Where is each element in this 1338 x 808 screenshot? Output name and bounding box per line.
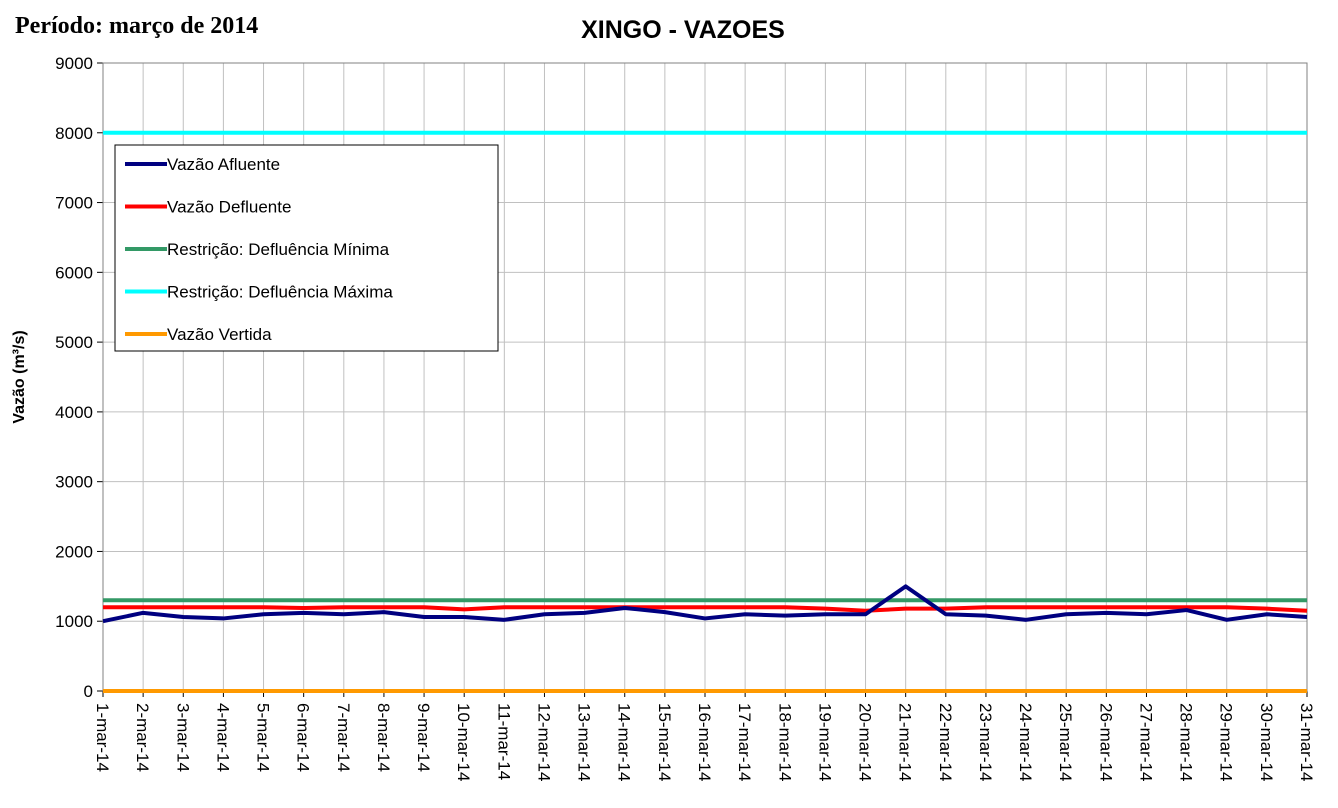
legend-label: Restrição: Defluência Mínima <box>167 240 390 259</box>
x-tick-label: 19-mar-14 <box>815 703 834 781</box>
x-tick-label: 31-mar-14 <box>1297 703 1316 781</box>
x-tick-label: 9-mar-14 <box>414 703 433 772</box>
x-tick-label: 6-mar-14 <box>294 703 313 772</box>
legend-label: Vazão Afluente <box>167 155 280 174</box>
x-tick-label: 18-mar-14 <box>775 703 794 781</box>
y-tick-label: 8000 <box>55 124 93 143</box>
x-tick-label: 20-mar-14 <box>856 703 875 781</box>
x-tick-label: 14-mar-14 <box>615 703 634 781</box>
x-tick-label: 7-mar-14 <box>334 703 353 772</box>
chart-title: XINGO - VAZOES <box>581 16 785 44</box>
x-tick-label: 21-mar-14 <box>896 703 915 781</box>
chart-subtitle: Período: março de 2014 <box>15 13 258 39</box>
y-tick-label: 6000 <box>55 263 93 282</box>
x-tick-label: 27-mar-14 <box>1136 703 1155 781</box>
x-tick-label: 1-mar-14 <box>93 703 112 772</box>
x-tick-label: 25-mar-14 <box>1056 703 1075 781</box>
x-tick-label: 3-mar-14 <box>173 703 192 772</box>
y-tick-label: 0 <box>84 682 93 701</box>
x-tick-label: 8-mar-14 <box>374 703 393 772</box>
x-tick-label: 10-mar-14 <box>454 703 473 781</box>
x-tick-label: 29-mar-14 <box>1217 703 1236 781</box>
y-axis-label: Vazão (m³/s) <box>11 330 28 423</box>
y-tick-label: 1000 <box>55 612 93 631</box>
x-tick-label: 12-mar-14 <box>534 703 553 781</box>
x-tick-label: 13-mar-14 <box>575 703 594 781</box>
series-line <box>102 584 1308 624</box>
x-tick-label: 24-mar-14 <box>1016 703 1035 781</box>
legend-label: Vazão Defluente <box>167 198 291 217</box>
x-tick-label: 16-mar-14 <box>695 703 714 781</box>
y-tick-label: 4000 <box>55 403 93 422</box>
series-line <box>103 605 1308 613</box>
x-tick-label: 22-mar-14 <box>936 703 955 781</box>
x-tick-label: 23-mar-14 <box>976 703 995 781</box>
x-tick-label: 2-mar-14 <box>133 703 152 772</box>
x-tick-label: 28-mar-14 <box>1177 703 1196 781</box>
x-tick-label: 11-mar-14 <box>494 703 513 780</box>
y-tick-label: 9000 <box>55 54 93 73</box>
legend-label: Vazão Vertida <box>167 325 272 344</box>
y-tick-label: 2000 <box>55 542 93 561</box>
y-tick-label: 3000 <box>55 473 93 492</box>
x-tick-label: 4-mar-14 <box>213 703 232 772</box>
y-tick-label: 5000 <box>55 333 93 352</box>
x-tick-label: 15-mar-14 <box>655 703 674 781</box>
legend-label: Restrição: Defluência Máxima <box>167 283 393 302</box>
x-tick-label: 26-mar-14 <box>1096 703 1115 781</box>
y-tick-label: 7000 <box>55 194 93 213</box>
x-tick-label: 5-mar-14 <box>254 703 273 772</box>
x-tick-label: 17-mar-14 <box>735 703 754 781</box>
x-tick-label: 30-mar-14 <box>1257 703 1276 781</box>
legend-box <box>114 144 499 352</box>
